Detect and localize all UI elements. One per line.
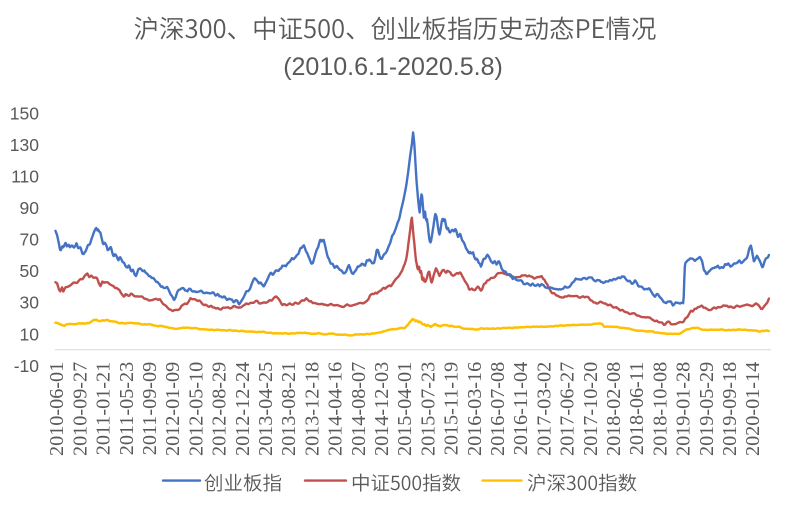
svg-text:130: 130 [10, 135, 39, 155]
svg-text:2019-09-18: 2019-09-18 [719, 362, 741, 456]
svg-text:2017-06-27: 2017-06-27 [557, 362, 579, 456]
svg-text:-10: -10 [14, 356, 40, 376]
svg-text:2015-04-01: 2015-04-01 [394, 362, 416, 456]
svg-text:2016-07-08: 2016-07-08 [487, 362, 509, 456]
svg-text:30: 30 [20, 293, 40, 313]
svg-text:2013-08-21: 2013-08-21 [278, 362, 300, 456]
svg-text:2016-11-04: 2016-11-04 [510, 362, 532, 455]
svg-text:2012-05-10: 2012-05-10 [185, 362, 207, 456]
svg-text:150: 150 [10, 103, 39, 123]
svg-text:2018-02-08: 2018-02-08 [603, 362, 625, 456]
svg-text:2019-05-29: 2019-05-29 [696, 362, 718, 456]
svg-text:2019-01-28: 2019-01-28 [673, 362, 695, 456]
svg-text:2013-12-18: 2013-12-18 [301, 362, 323, 456]
svg-text:2014-04-16: 2014-04-16 [325, 362, 347, 456]
svg-text:90: 90 [20, 198, 40, 218]
svg-text:2012-08-29: 2012-08-29 [209, 362, 231, 456]
svg-text:2015-07-23: 2015-07-23 [417, 362, 439, 456]
svg-text:2017-03-02: 2017-03-02 [533, 362, 555, 456]
svg-text:2012-01-09: 2012-01-09 [162, 362, 184, 456]
svg-text:2010-09-27: 2010-09-27 [69, 362, 91, 456]
svg-text:2011-09-09: 2011-09-09 [139, 362, 161, 455]
svg-text:2013-04-25: 2013-04-25 [255, 362, 277, 456]
svg-text:50: 50 [20, 261, 40, 281]
svg-text:2011-01-21: 2011-01-21 [93, 362, 115, 455]
svg-text:2012-12-24: 2012-12-24 [232, 362, 254, 456]
svg-text:2014-08-07: 2014-08-07 [348, 362, 370, 456]
svg-text:2016-03-16: 2016-03-16 [464, 362, 486, 456]
svg-text:2014-12-03: 2014-12-03 [371, 362, 393, 456]
svg-text:2018-06-11: 2018-06-11 [626, 362, 648, 455]
svg-text:2015-11-19: 2015-11-19 [441, 362, 463, 455]
svg-text:110: 110 [11, 167, 39, 187]
svg-text:2018-10-08: 2018-10-08 [649, 362, 671, 456]
svg-text:70: 70 [20, 230, 40, 250]
svg-text:2020-01-14: 2020-01-14 [742, 362, 764, 456]
svg-text:2011-05-23: 2011-05-23 [116, 362, 138, 455]
svg-text:(2010.6.1-2020.5.8): (2010.6.1-2020.5.8) [283, 53, 503, 81]
svg-text:2017-10-20: 2017-10-20 [580, 362, 602, 456]
svg-text:10: 10 [20, 324, 40, 344]
svg-text:2010-06-01: 2010-06-01 [46, 362, 68, 456]
